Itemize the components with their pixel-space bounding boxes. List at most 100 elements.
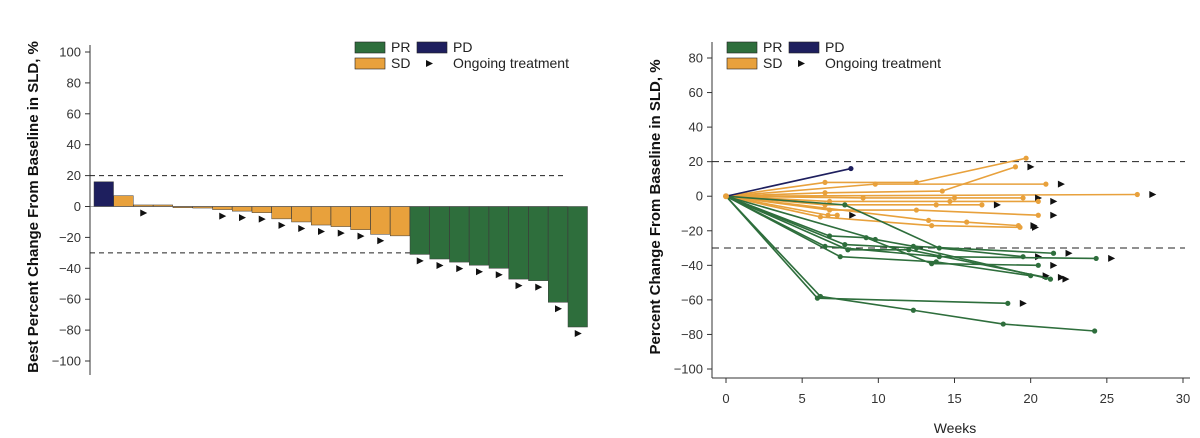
spider-data-point: [910, 307, 916, 313]
waterfall-ongoing-marker: [555, 305, 562, 313]
spider-data-point: [979, 202, 985, 208]
legend-pd-swatch: [416, 41, 448, 54]
waterfall-ongoing-marker: [535, 283, 543, 291]
waterfall-y-tick-label: −60: [59, 292, 81, 307]
spider-ongoing-marker: [1062, 275, 1070, 283]
spider-series-line: [725, 157, 1027, 198]
legend-pd-label: PD: [825, 39, 844, 55]
spider-series-line: [725, 195, 1024, 199]
spider-data-point: [842, 242, 848, 248]
spider-data-point: [1012, 164, 1019, 170]
spider-x-tick-label: 5: [799, 391, 806, 406]
waterfall-y-tick-label: 20: [67, 168, 81, 183]
spider-data-point: [817, 293, 824, 300]
spider-data-point: [929, 222, 935, 229]
waterfall-y-tick-label: −100: [52, 354, 81, 369]
spider-y-tick-label: −80: [681, 327, 703, 342]
waterfall-bar: [508, 206, 529, 280]
waterfall-ongoing-marker: [476, 268, 483, 276]
spider-data-point: [1023, 155, 1029, 161]
legend-ongoing-label: Ongoing treatment: [453, 55, 569, 71]
spider-data-point: [845, 247, 851, 253]
spider-data-point: [826, 198, 833, 205]
spider-x-tick-label: 15: [947, 391, 961, 406]
waterfall-bar: [93, 181, 114, 207]
spider-data-point: [1134, 191, 1140, 198]
spider-ongoing-marker: [1108, 254, 1116, 262]
spider-data-point: [951, 195, 958, 201]
waterfall-bar: [113, 195, 134, 207]
legend-sd-swatch: [726, 57, 758, 70]
spider-data-point: [913, 207, 920, 213]
waterfall-ongoing-marker: [239, 214, 246, 222]
waterfall-bar: [271, 206, 292, 220]
spider-data-point: [1050, 250, 1057, 256]
spider-y-tick-label: −40: [681, 258, 703, 273]
legend-ongoing-icon: [426, 60, 433, 67]
waterfall-bar: [370, 206, 391, 235]
waterfall-bar: [429, 206, 450, 260]
spider-data-point: [947, 198, 953, 205]
waterfall-ongoing-marker: [337, 229, 345, 237]
spider-y-tick-label: −20: [681, 223, 703, 238]
waterfall-y-tick-label: 60: [67, 106, 81, 121]
spider-x-tick-label: 30: [1176, 391, 1190, 406]
spider-series-line: [725, 195, 1021, 229]
spider-data-point: [822, 179, 828, 185]
legend-pd-swatch: [788, 41, 820, 54]
waterfall-y-tick-label: 80: [67, 75, 81, 90]
spider-x-tick-label: 20: [1023, 391, 1037, 406]
spider-data-point: [1005, 300, 1011, 306]
waterfall-ongoing-marker: [416, 257, 424, 265]
spider-data-point: [1092, 328, 1098, 334]
spider-data-point: [1093, 255, 1099, 262]
spider-ongoing-marker: [1027, 163, 1035, 171]
waterfall-bar: [528, 206, 549, 281]
spider-ongoing-marker: [1149, 190, 1157, 198]
spider-data-point: [872, 236, 878, 243]
spider-data-point: [933, 259, 939, 265]
spider-data-point: [926, 217, 932, 224]
spider-data-point: [964, 219, 970, 225]
waterfall-ongoing-marker: [377, 237, 385, 245]
legend-pd-label: PD: [453, 39, 472, 55]
legend-pr-swatch: [726, 41, 758, 54]
waterfall-bar: [311, 206, 331, 226]
waterfall-ongoing-marker: [318, 228, 325, 236]
waterfall-ongoing-marker: [219, 212, 227, 220]
legend-ongoing-icon: [798, 60, 805, 67]
spider-ongoing-marker: [1057, 180, 1065, 188]
spider-data-point: [939, 188, 945, 194]
waterfall-bar: [488, 206, 509, 269]
spider-data-point: [1043, 181, 1049, 187]
spider-y-tick-label: −100: [674, 362, 703, 377]
spider-data-point: [910, 243, 916, 249]
spider-series-line: [725, 195, 1031, 277]
spider-y-tick-label: 40: [689, 120, 703, 135]
waterfall-bar: [449, 206, 470, 263]
spider-baseline-point: [723, 193, 729, 200]
waterfall-y-tick-label: −40: [59, 261, 81, 276]
spider-series-line: [725, 195, 1047, 279]
spider-series-line: [725, 195, 1039, 203]
waterfall-ongoing-marker: [436, 262, 444, 270]
spider-series-line: [725, 195, 1024, 258]
spider-y-axis-label: Percent Change From Baseline in SLD, %: [647, 59, 664, 354]
spider-data-point: [822, 190, 828, 196]
legend-sd-swatch: [354, 57, 386, 70]
spider-data-point: [872, 181, 878, 187]
spider-series-line: [725, 193, 1138, 198]
spider-data-point: [1035, 212, 1041, 218]
spider-ongoing-marker: [1050, 197, 1058, 205]
waterfall-bar: [469, 206, 489, 266]
spider-data-point: [834, 212, 840, 218]
spider-x-tick-label: 25: [1100, 391, 1114, 406]
spider-data-point: [842, 202, 848, 208]
spider-series-line: [725, 195, 1019, 227]
spider-data-point: [1000, 321, 1006, 327]
legend-sd-label: SD: [391, 55, 410, 71]
waterfall-y-axis-label: Best Percent Change From Baseline in SLD…: [25, 41, 42, 373]
spider-ongoing-marker: [1032, 223, 1040, 231]
